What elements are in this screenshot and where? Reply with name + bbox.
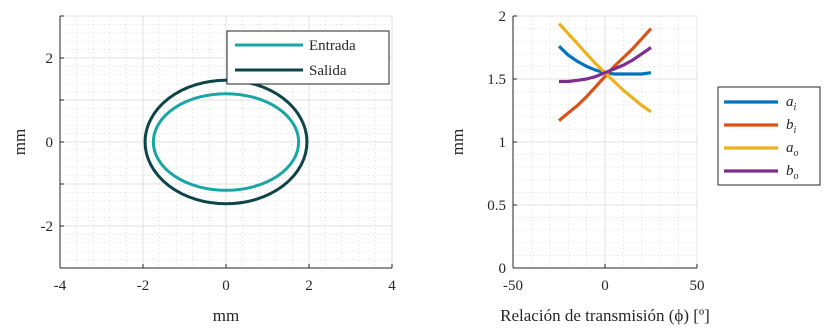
x-axis-label: mm (213, 306, 239, 325)
y-tick-label: 1 (499, 135, 507, 151)
x-tick-label: 2 (305, 278, 313, 294)
series-b-i-line (557, 27, 653, 122)
x-tick-label: 4 (388, 278, 396, 294)
grid (512, 15, 698, 269)
legend: ai bi ao bo (717, 86, 821, 186)
x-tick-label: -50 (503, 278, 523, 294)
legend-label: bo (786, 163, 799, 182)
series-b-o-line (559, 46, 652, 84)
series-entrada-ellipse (151, 92, 301, 192)
x-tick-label: -4 (54, 278, 67, 294)
x-tick-label: 50 (690, 278, 705, 294)
legend: Entrada Salida (226, 30, 390, 85)
x-tick-label: 0 (222, 278, 230, 294)
y-axis-label: mm (10, 129, 29, 155)
legend-label: bi (786, 117, 797, 136)
y-tick-label: 2 (46, 51, 54, 67)
x-axis-label: Relación de transmisión (ϕ) [º] (500, 306, 710, 325)
y-tick-label: 0 (499, 261, 507, 277)
y-tick-label: 0.5 (487, 198, 506, 214)
x-tick-label: -2 (137, 278, 150, 294)
chart-1: -4 -2 0 2 4 -2 0 2 mm mm Entrada Salida (10, 15, 396, 325)
y-tick-label: 2 (499, 9, 507, 25)
y-tick-label: 1.5 (487, 72, 506, 88)
y-axis-label: mm (448, 129, 467, 155)
legend-label: ao (786, 140, 799, 159)
y-tick-label: -2 (41, 219, 54, 235)
legend-box (226, 30, 390, 85)
x-tick-label: 0 (601, 278, 609, 294)
series-salida-ellipse (143, 78, 309, 206)
y-tick-label: 0 (46, 135, 54, 151)
legend-label: Salida (309, 63, 347, 79)
legend-label: Entrada (309, 38, 356, 54)
legend-label: ai (786, 94, 797, 113)
